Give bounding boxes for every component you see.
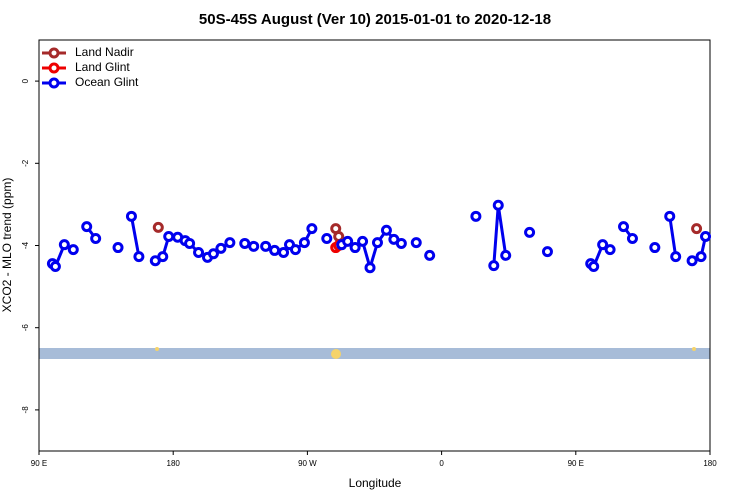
point [342, 235, 354, 247]
legend-label: Land Glint [75, 60, 130, 74]
point [289, 244, 301, 256]
point [90, 233, 102, 245]
point [626, 233, 638, 245]
point [133, 251, 145, 263]
point [278, 246, 290, 258]
legend-label: Land Nadir [75, 45, 134, 59]
x-tick-label: 90 E [568, 459, 584, 468]
point [604, 244, 616, 256]
point [686, 255, 698, 267]
y-tick-label: -8 [21, 406, 30, 414]
point [364, 262, 376, 274]
y-tick-label: -6 [21, 324, 30, 332]
point [664, 210, 676, 222]
point [58, 239, 70, 251]
point [125, 210, 137, 222]
y-tick-label: -2 [21, 159, 30, 167]
decoration-dot [692, 347, 696, 351]
point [207, 248, 219, 260]
x-tick-label: 90 W [298, 459, 317, 468]
point [691, 223, 703, 235]
point [224, 237, 236, 249]
point [395, 237, 407, 249]
legend-marker [48, 77, 60, 89]
point [695, 251, 707, 263]
point [524, 226, 536, 238]
point [248, 240, 260, 252]
point [371, 237, 383, 249]
point [649, 242, 661, 254]
point [49, 260, 61, 272]
point [424, 249, 436, 261]
chart-title: 50S-45S August (Ver 10) 2015-01-01 to 20… [199, 11, 551, 28]
point [239, 237, 251, 249]
decoration-dot [331, 349, 341, 359]
point [112, 242, 124, 254]
point [349, 242, 361, 254]
y-tick-label: -4 [21, 241, 30, 249]
point [470, 210, 482, 222]
point [321, 233, 333, 245]
point [306, 223, 318, 235]
point [163, 230, 175, 242]
legend-label: Ocean Glint [75, 75, 139, 89]
x-tick-label: 90 E [31, 459, 47, 468]
x-axis-label: Longitude [349, 476, 402, 490]
point [488, 260, 500, 272]
point [410, 237, 422, 249]
x-tick-label: 180 [167, 459, 181, 468]
point [184, 237, 196, 249]
background-band [39, 348, 710, 359]
point [500, 249, 512, 261]
point [157, 251, 169, 263]
point [700, 230, 712, 242]
point [670, 251, 682, 263]
decoration-dot [155, 347, 159, 351]
point [380, 224, 392, 236]
point [618, 221, 630, 233]
point [67, 244, 79, 256]
y-axis-label: XCO2 - MLO trend (ppm) [0, 178, 14, 313]
point [81, 221, 93, 233]
point [298, 237, 310, 249]
legend-marker [48, 47, 60, 59]
legend-marker [48, 62, 60, 74]
point [193, 246, 205, 258]
point [597, 239, 609, 251]
x-tick-label: 0 [439, 459, 444, 468]
point [588, 260, 600, 272]
point [269, 244, 281, 256]
point [215, 242, 227, 254]
y-tick-label: 0 [21, 78, 30, 83]
x-tick-label: 180 [703, 459, 717, 468]
point [152, 221, 164, 233]
point [492, 199, 504, 211]
point [541, 246, 553, 258]
point [260, 240, 272, 252]
point [357, 235, 369, 247]
